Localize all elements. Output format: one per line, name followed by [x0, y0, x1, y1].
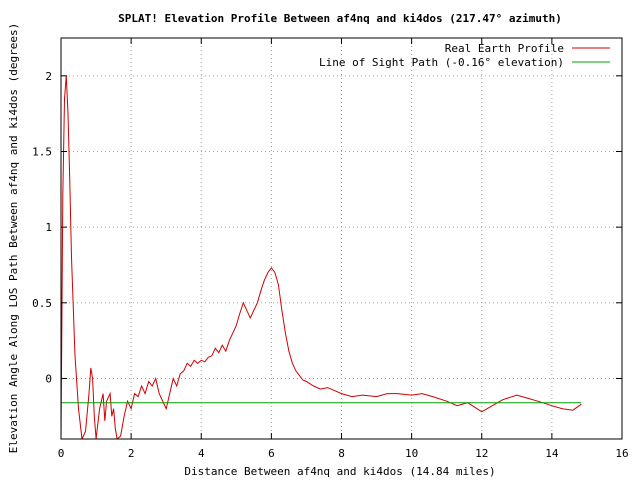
y-tick-label: 0.5: [32, 297, 52, 310]
chart-title: SPLAT! Elevation Profile Between af4nq a…: [118, 12, 562, 25]
grid-lines: [61, 38, 622, 439]
x-tick-label: 8: [338, 447, 345, 460]
y-axis-label: Elevation Angle Along LOS Path Between a…: [7, 23, 20, 453]
x-tick-label: 4: [198, 447, 205, 460]
y-tick-label: 0: [45, 372, 52, 385]
x-tick-label: 6: [268, 447, 275, 460]
legend: Real Earth Profile Line of Sight Path (-…: [319, 42, 610, 69]
y-tick-label: 1.5: [32, 145, 52, 158]
legend-label-real-earth-profile: Real Earth Profile: [445, 42, 564, 55]
legend-label-line-of-sight-path: Line of Sight Path (-0.16° elevation): [319, 56, 564, 69]
x-tick-label: 12: [475, 447, 488, 460]
x-tick-label: 2: [128, 447, 135, 460]
ticks: [60, 38, 623, 439]
y-tick-label: 1: [45, 221, 52, 234]
x-tick-label: 16: [615, 447, 628, 460]
y-tick-label: 2: [45, 70, 52, 83]
y-tick-labels: 0 0.5 1 1.5 2: [32, 70, 52, 386]
x-tick-labels: 0 2 4 6 8 10 12 14 16: [58, 447, 629, 460]
x-tick-label: 10: [405, 447, 418, 460]
x-axis-label: Distance Between af4nq and ki4dos (14.84…: [184, 465, 495, 478]
x-tick-label: 0: [58, 447, 65, 460]
series-lines: [61, 75, 582, 439]
series-line-real-earth-profile: [61, 75, 582, 439]
x-tick-label: 14: [545, 447, 559, 460]
